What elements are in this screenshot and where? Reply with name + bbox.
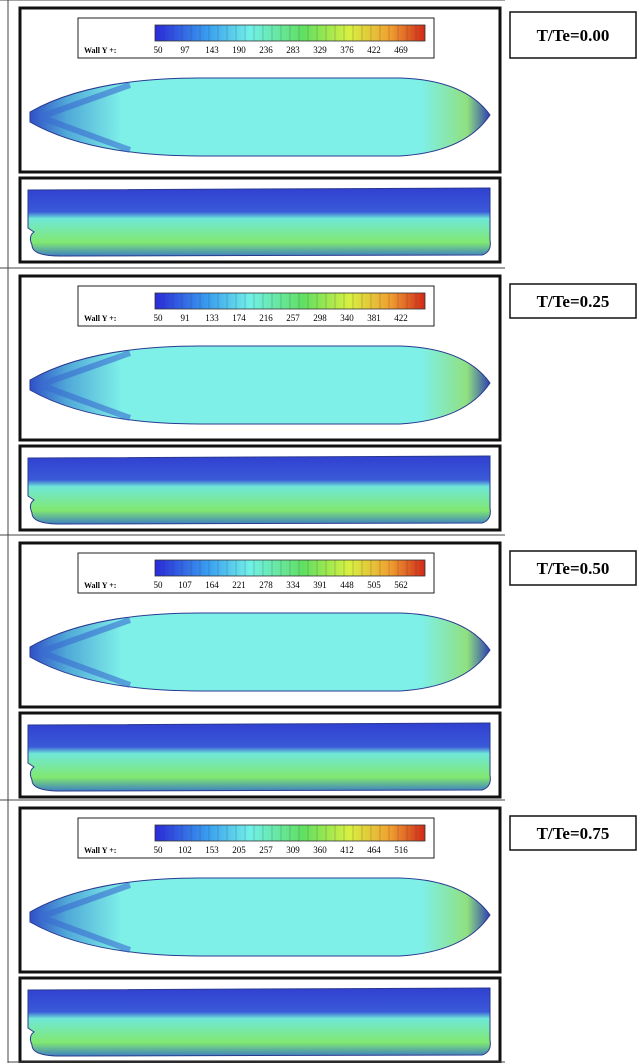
legend-tick: 562 bbox=[394, 580, 408, 590]
legend-tick: 309 bbox=[286, 845, 300, 855]
condition-label: T/Te=0.75 bbox=[537, 824, 610, 843]
legend-tick: 469 bbox=[394, 45, 408, 55]
legend-tick: 412 bbox=[340, 845, 354, 855]
legend-tick: 257 bbox=[286, 313, 300, 323]
legend-tick: 143 bbox=[205, 45, 219, 55]
condition-label: T/Te=0.25 bbox=[537, 292, 610, 311]
legend-tick: 164 bbox=[205, 580, 219, 590]
legend-tick: 50 bbox=[154, 313, 164, 323]
legend-title: Wall Y +: bbox=[84, 46, 116, 55]
legend-tick: 236 bbox=[259, 45, 273, 55]
legend-tick: 50 bbox=[154, 45, 164, 55]
hull-top-view bbox=[30, 878, 490, 956]
legend-tick: 278 bbox=[259, 580, 273, 590]
legend-tick: 334 bbox=[286, 580, 300, 590]
legend-tick: 422 bbox=[394, 313, 408, 323]
row: Wall Y +: 50 102 153 205 257 309 360 412 464 516 T/… bbox=[0, 800, 636, 1063]
legend-tick: 50 bbox=[154, 845, 164, 855]
legend-tick: 97 bbox=[181, 45, 191, 55]
legend-tick: 283 bbox=[286, 45, 300, 55]
legend-tick: 298 bbox=[313, 313, 327, 323]
hull-side-view bbox=[28, 188, 490, 256]
hull-side-view bbox=[28, 988, 490, 1056]
legend-tick: 381 bbox=[367, 313, 381, 323]
legend-tick: 190 bbox=[232, 45, 246, 55]
legend-tick: 133 bbox=[205, 313, 219, 323]
legend-tick: 257 bbox=[259, 845, 273, 855]
legend-tick: 340 bbox=[340, 313, 354, 323]
legend-tick: 174 bbox=[232, 313, 246, 323]
legend-tick: 505 bbox=[367, 580, 381, 590]
condition-label: T/Te=0.50 bbox=[537, 559, 610, 578]
legend-tick: 516 bbox=[394, 845, 408, 855]
legend-tick: 91 bbox=[181, 313, 190, 323]
hull-top-view bbox=[30, 78, 490, 156]
hull-top-view bbox=[30, 346, 490, 424]
row: Wall Y +: 50 107 164 221 278 334 391 448 505 562 T/… bbox=[0, 535, 636, 800]
hull-top-view bbox=[30, 613, 490, 691]
figure: Wall Y +: 50 97 143 190 236 283 329 376 422 469 T/T… bbox=[0, 0, 643, 1063]
row: Wall Y +: 50 97 143 190 236 283 329 376 422 469 T/T… bbox=[0, 0, 636, 268]
hull-side-view bbox=[28, 723, 490, 791]
legend-tick: 102 bbox=[178, 845, 192, 855]
hull-side-view bbox=[28, 456, 490, 524]
legend-tick: 422 bbox=[367, 45, 381, 55]
legend-tick: 360 bbox=[313, 845, 327, 855]
legend-tick: 464 bbox=[367, 845, 381, 855]
legend-tick: 448 bbox=[340, 580, 354, 590]
legend-tick: 216 bbox=[259, 313, 273, 323]
row: Wall Y +: 50 91 133 174 216 257 298 340 381 422 T/T… bbox=[0, 268, 636, 535]
legend-tick: 205 bbox=[232, 845, 246, 855]
legend-tick: 329 bbox=[313, 45, 327, 55]
legend-tick: 221 bbox=[232, 580, 246, 590]
legend-tick: 391 bbox=[313, 580, 327, 590]
legend-title: Wall Y +: bbox=[84, 314, 116, 323]
condition-label: T/Te=0.00 bbox=[537, 26, 610, 45]
legend-tick: 107 bbox=[178, 580, 192, 590]
legend-tick: 376 bbox=[340, 45, 354, 55]
legend-title: Wall Y +: bbox=[84, 846, 116, 855]
legend-tick: 153 bbox=[205, 845, 219, 855]
legend-title: Wall Y +: bbox=[84, 581, 116, 590]
legend-tick: 50 bbox=[154, 580, 164, 590]
